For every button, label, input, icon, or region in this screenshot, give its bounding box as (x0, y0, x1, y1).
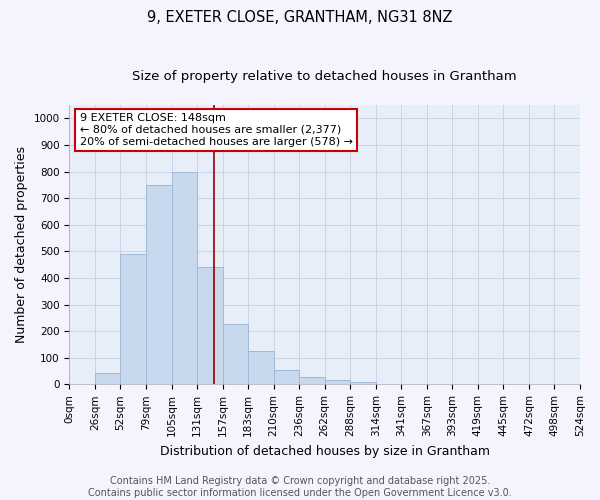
Bar (95, 373, 121, 384)
Bar (350, 382, 376, 384)
Bar (325, 380, 350, 384)
Title: Size of property relative to detached houses in Grantham: Size of property relative to detached ho… (133, 70, 517, 83)
Bar (223, 324, 248, 384)
Bar (299, 377, 325, 384)
Bar (172, 172, 197, 384)
Text: 9 EXETER CLOSE: 148sqm
← 80% of detached houses are smaller (2,377)
20% of semi-: 9 EXETER CLOSE: 148sqm ← 80% of detached… (80, 114, 353, 146)
X-axis label: Distribution of detached houses by size in Grantham: Distribution of detached houses by size … (160, 444, 490, 458)
Y-axis label: Number of detached properties: Number of detached properties (15, 146, 28, 343)
Bar (121, 254, 146, 384)
Text: Contains HM Land Registry data © Crown copyright and database right 2025.
Contai: Contains HM Land Registry data © Crown c… (88, 476, 512, 498)
Bar (274, 370, 299, 384)
Text: 9, EXETER CLOSE, GRANTHAM, NG31 8NZ: 9, EXETER CLOSE, GRANTHAM, NG31 8NZ (147, 10, 453, 25)
Bar (146, 185, 172, 384)
Bar (248, 350, 274, 384)
Bar (197, 268, 223, 384)
